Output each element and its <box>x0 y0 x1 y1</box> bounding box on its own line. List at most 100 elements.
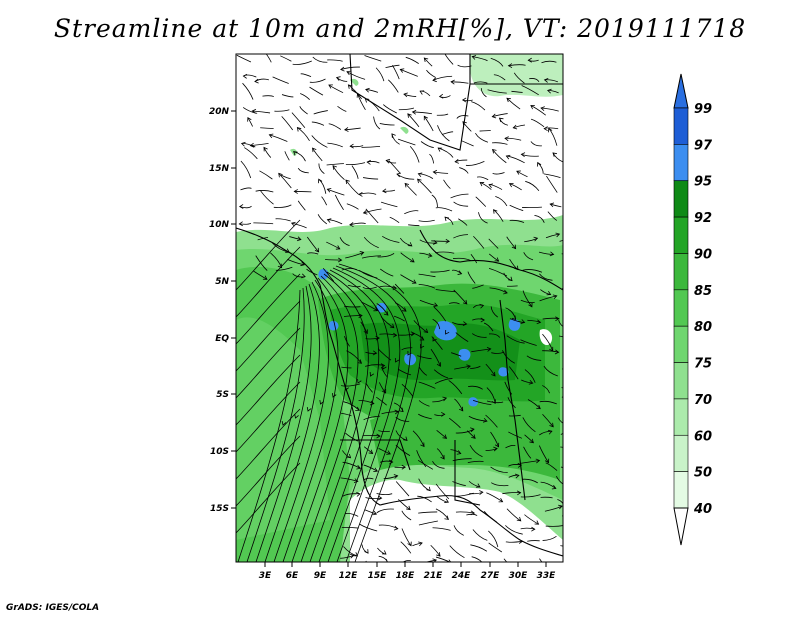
streamline-arrow <box>529 438 534 444</box>
streamline <box>488 530 499 548</box>
streamline <box>401 347 413 351</box>
grads-credit: GrADS: IGES/COLA <box>6 603 100 613</box>
streamline <box>291 277 349 562</box>
streamline-arrow <box>492 148 497 154</box>
streamline-arrow <box>534 520 540 525</box>
streamline <box>433 306 447 322</box>
streamline-arrow <box>444 216 450 222</box>
streamline <box>562 515 563 517</box>
streamline <box>416 450 427 468</box>
streamline-arrow <box>427 253 433 258</box>
lon-tick-label: 33E <box>537 571 557 581</box>
streamline-arrow <box>571 447 575 451</box>
streamline <box>395 416 410 422</box>
streamline-arrow <box>312 147 317 153</box>
streamline-arrow <box>448 559 452 562</box>
streamline <box>522 290 533 308</box>
streamline-arrow <box>411 279 417 284</box>
streamline <box>470 365 481 369</box>
streamline <box>309 86 324 96</box>
streamline <box>341 412 352 417</box>
streamline-arrow <box>540 106 545 111</box>
streamline <box>523 252 534 261</box>
streamline <box>442 131 454 135</box>
streamline-arrow <box>293 151 298 156</box>
streamline <box>289 236 301 240</box>
colorbar-legend: 99 97 95 92 90 85 80 75 70 60 50 40 <box>673 73 713 546</box>
streamline <box>471 333 487 338</box>
streamline-arrow <box>381 388 387 394</box>
streamline-arrow <box>301 273 306 279</box>
streamline <box>545 525 563 527</box>
streamline <box>471 348 491 353</box>
streamline <box>527 399 541 409</box>
streamline <box>451 352 462 357</box>
streamline-arrow <box>247 116 252 122</box>
streamline <box>490 466 508 473</box>
streamline <box>423 116 434 132</box>
streamline-arrow <box>543 126 548 132</box>
streamline <box>509 183 522 191</box>
streamline-arrow <box>394 357 400 363</box>
streamline <box>349 222 366 226</box>
streamline <box>452 458 472 462</box>
streamline <box>364 364 385 367</box>
streamline-arrow <box>418 541 423 547</box>
streamline-arrow <box>393 525 399 531</box>
streamline <box>300 73 312 78</box>
streamline-arrow <box>385 558 388 562</box>
streamline <box>400 541 412 554</box>
streamline-arrow <box>480 317 485 323</box>
streamline <box>467 460 484 464</box>
streamline <box>307 252 319 255</box>
streamline-arrow <box>238 204 244 209</box>
streamline-arrow <box>372 350 378 356</box>
lon-tick-label: 12E <box>339 571 359 581</box>
streamline-arrow <box>328 84 333 89</box>
streamline-arrow <box>507 63 513 69</box>
streamline <box>321 196 328 206</box>
streamline <box>401 528 412 546</box>
streamline <box>242 82 254 100</box>
colorbar-label: 60 <box>694 429 712 444</box>
streamline <box>393 315 405 322</box>
streamline <box>557 499 563 505</box>
streamline <box>417 459 434 470</box>
streamline <box>492 113 508 118</box>
streamline-arrow <box>332 392 337 398</box>
lat-tick-label: 10S <box>210 447 229 457</box>
streamline <box>508 64 526 67</box>
streamline-arrow <box>356 464 362 470</box>
streamline <box>508 431 523 439</box>
streamline <box>429 153 435 164</box>
streamline-arrow <box>319 399 324 405</box>
streamline <box>381 367 388 378</box>
streamline <box>418 381 436 389</box>
streamline <box>299 106 308 115</box>
streamline-arrow <box>385 158 391 164</box>
streamline <box>340 477 358 482</box>
streamline <box>520 527 535 530</box>
streamline <box>522 206 542 209</box>
streamline <box>560 432 563 435</box>
streamline-arrow <box>479 303 485 309</box>
streamline <box>453 289 468 305</box>
streamline-arrow <box>457 270 463 275</box>
streamline-arrow <box>293 189 298 194</box>
streamline <box>520 460 540 464</box>
streamline <box>544 505 563 512</box>
streamline <box>247 117 253 127</box>
streamline-arrow <box>552 294 558 300</box>
streamline-arrow <box>399 407 404 413</box>
streamline <box>433 369 449 379</box>
streamline-arrow <box>376 433 381 439</box>
streamline <box>404 210 419 215</box>
streamline-arrow <box>262 275 268 280</box>
streamline-arrow <box>419 336 425 341</box>
streamline <box>458 218 468 226</box>
streamline-arrow <box>475 483 481 488</box>
map-frame <box>235 53 564 563</box>
streamline-arrow <box>340 66 345 72</box>
streamline <box>346 350 362 364</box>
streamline <box>472 399 492 405</box>
